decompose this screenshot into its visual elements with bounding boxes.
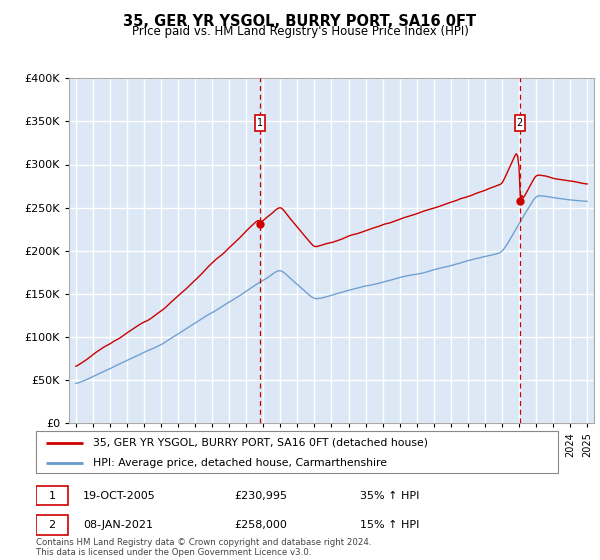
- Bar: [36, 515, 68, 535]
- Text: 35, GER YR YSGOL, BURRY PORT, SA16 0FT: 35, GER YR YSGOL, BURRY PORT, SA16 0FT: [124, 14, 476, 29]
- Text: 19-OCT-2005: 19-OCT-2005: [83, 491, 156, 501]
- Text: 1: 1: [49, 491, 56, 501]
- Text: 08-JAN-2021: 08-JAN-2021: [83, 520, 153, 530]
- FancyBboxPatch shape: [36, 431, 558, 473]
- Bar: [515, 115, 524, 131]
- Text: 15% ↑ HPI: 15% ↑ HPI: [359, 520, 419, 530]
- Text: £258,000: £258,000: [235, 520, 287, 530]
- Bar: [255, 115, 265, 131]
- Text: Contains HM Land Registry data © Crown copyright and database right 2024.
This d: Contains HM Land Registry data © Crown c…: [36, 538, 371, 557]
- Text: HPI: Average price, detached house, Carmarthenshire: HPI: Average price, detached house, Carm…: [94, 458, 388, 468]
- Text: 1: 1: [257, 118, 263, 128]
- Bar: [36, 486, 68, 505]
- Text: 35, GER YR YSGOL, BURRY PORT, SA16 0FT (detached house): 35, GER YR YSGOL, BURRY PORT, SA16 0FT (…: [94, 438, 428, 448]
- Text: 2: 2: [517, 118, 523, 128]
- Text: 35% ↑ HPI: 35% ↑ HPI: [359, 491, 419, 501]
- Text: Price paid vs. HM Land Registry's House Price Index (HPI): Price paid vs. HM Land Registry's House …: [131, 25, 469, 38]
- Text: £230,995: £230,995: [235, 491, 287, 501]
- Text: 2: 2: [49, 520, 56, 530]
